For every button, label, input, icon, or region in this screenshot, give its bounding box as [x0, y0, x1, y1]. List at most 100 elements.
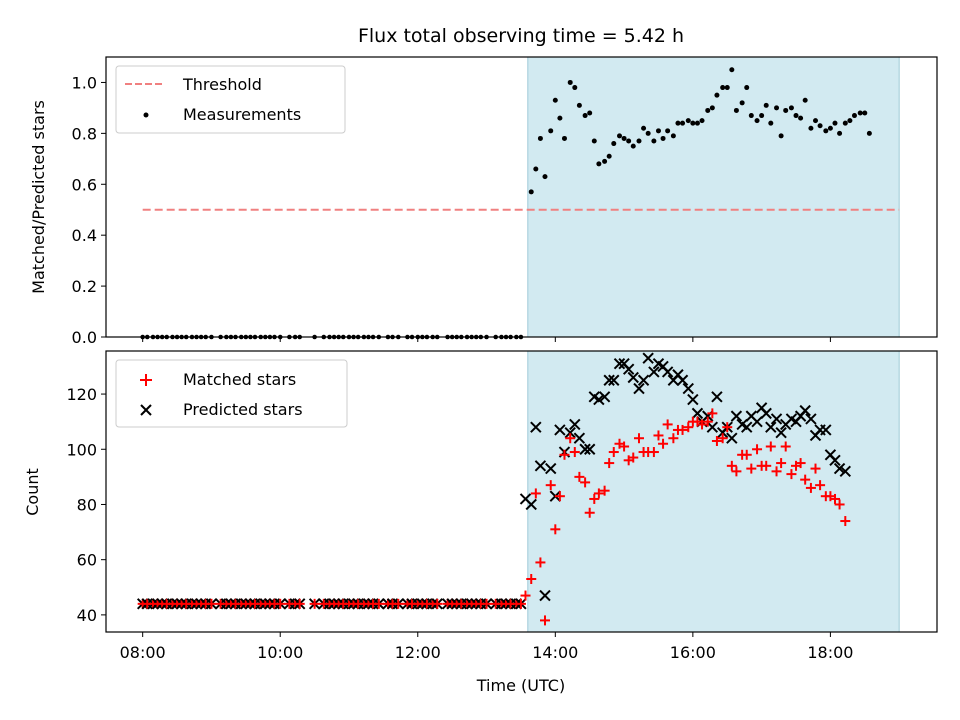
- measurement-point: [705, 107, 711, 113]
- matched-star-point: [741, 449, 752, 460]
- matched-star-point: [589, 493, 600, 504]
- predicted-star-point: [627, 371, 639, 384]
- measurement-point: [636, 138, 642, 144]
- predicted-star-point: [573, 432, 586, 444]
- predicted-star-point: [805, 413, 817, 425]
- measurement-point: [847, 118, 853, 124]
- predicted-star-point: [799, 404, 811, 417]
- predicted-star-point: [691, 407, 704, 420]
- matched-star-point: [726, 460, 737, 471]
- matched-star-point: [711, 435, 722, 446]
- measurement-point: [587, 110, 593, 116]
- matched-star-point: [539, 615, 550, 626]
- measurement-point: [680, 120, 686, 126]
- matched-star-point: [393, 598, 404, 609]
- measurement-point: [645, 130, 651, 136]
- matched-star-point: [520, 590, 531, 601]
- measurement-point: [793, 113, 799, 119]
- measurement-point: [685, 118, 691, 124]
- bottom-xtick-label: 08:00: [120, 643, 166, 662]
- bottom-observing-span: [527, 350, 900, 633]
- matched-star-point: [707, 408, 718, 419]
- matched-star-point: [786, 469, 797, 480]
- measurement-point: [866, 130, 872, 136]
- predicted-star-point: [711, 391, 723, 403]
- bottom-ytick-label: 60: [77, 551, 97, 570]
- bottom-ytick-label: 120: [66, 385, 97, 404]
- predicted-star-point: [593, 393, 605, 406]
- measurement-point: [552, 97, 558, 103]
- measurement-point: [788, 105, 794, 111]
- measurement-point: [576, 102, 582, 108]
- matched-star-point: [810, 463, 821, 474]
- measurement-point: [798, 115, 804, 121]
- top-ytick-label: 0.4: [72, 226, 97, 245]
- bottom-ytick-label: 40: [77, 606, 97, 625]
- measurement-point: [763, 102, 769, 108]
- measurement-point: [748, 113, 754, 119]
- measurement-point: [606, 153, 612, 159]
- predicted-star-point: [730, 410, 743, 422]
- measurement-point: [759, 113, 765, 119]
- matched-star-point: [668, 433, 679, 444]
- measurement-point: [670, 133, 676, 139]
- predicted-star-point: [583, 443, 596, 455]
- predicted-star-point: [608, 374, 620, 386]
- predicted-star-point: [564, 426, 576, 439]
- predicted-star-point: [770, 413, 783, 425]
- matched-star-point: [309, 598, 320, 609]
- measurement-point: [783, 107, 789, 113]
- legend-matched-label: Matched stars: [183, 370, 296, 389]
- measurement-point: [827, 125, 833, 131]
- matched-star-point: [515, 598, 526, 609]
- bottom-xlabel: Time (UTC): [476, 676, 565, 695]
- matched-star-point: [628, 452, 639, 463]
- measurement-point: [744, 85, 750, 91]
- predicted-star-point: [598, 391, 611, 403]
- predicted-star-point: [579, 443, 591, 455]
- measurement-point: [714, 92, 720, 98]
- legend-predicted-label: Predicted stars: [183, 400, 303, 419]
- measurement-point: [699, 118, 705, 124]
- matched-star-point: [683, 422, 694, 433]
- predicted-star-point: [603, 374, 615, 386]
- measurement-point: [709, 105, 715, 111]
- predicted-star-point: [622, 363, 635, 375]
- matched-star-point: [752, 444, 763, 455]
- matched-star-point: [554, 491, 565, 502]
- predicted-star-point: [839, 465, 852, 478]
- matched-star-point: [805, 482, 816, 493]
- matched-star-point: [530, 488, 541, 499]
- matched-star-point: [574, 471, 585, 482]
- predicted-star-point: [829, 454, 841, 467]
- matched-star-point: [780, 441, 791, 452]
- measurement-point: [537, 135, 543, 141]
- predicted-star-point: [554, 424, 566, 436]
- top-ytick-label: 0.8: [72, 124, 97, 143]
- matched-star-point: [569, 447, 580, 458]
- matched-star-point: [697, 419, 708, 430]
- matched-star-point: [795, 458, 806, 469]
- measurement-point: [596, 161, 602, 167]
- matched-star-point: [545, 480, 556, 491]
- measurement-point: [572, 85, 578, 91]
- measurement-point: [533, 166, 539, 172]
- predicted-star-point: [682, 382, 694, 395]
- matched-star-point: [275, 598, 286, 609]
- predicted-star-point: [741, 421, 753, 433]
- predicted-star-point: [613, 357, 626, 370]
- matched-star-point: [658, 438, 669, 449]
- measurement-point: [862, 110, 868, 116]
- matched-star-point: [432, 598, 443, 609]
- predicted-star-point: [525, 498, 537, 511]
- predicted-star-point: [775, 426, 787, 439]
- measurement-point: [561, 135, 567, 141]
- predicted-star-point: [545, 462, 557, 475]
- measurement-point: [802, 97, 808, 103]
- matched-star-point: [677, 424, 688, 435]
- matched-star-point: [599, 485, 610, 496]
- measurement-point: [567, 79, 573, 85]
- measurement-point: [651, 138, 657, 144]
- matched-star-point: [761, 460, 772, 471]
